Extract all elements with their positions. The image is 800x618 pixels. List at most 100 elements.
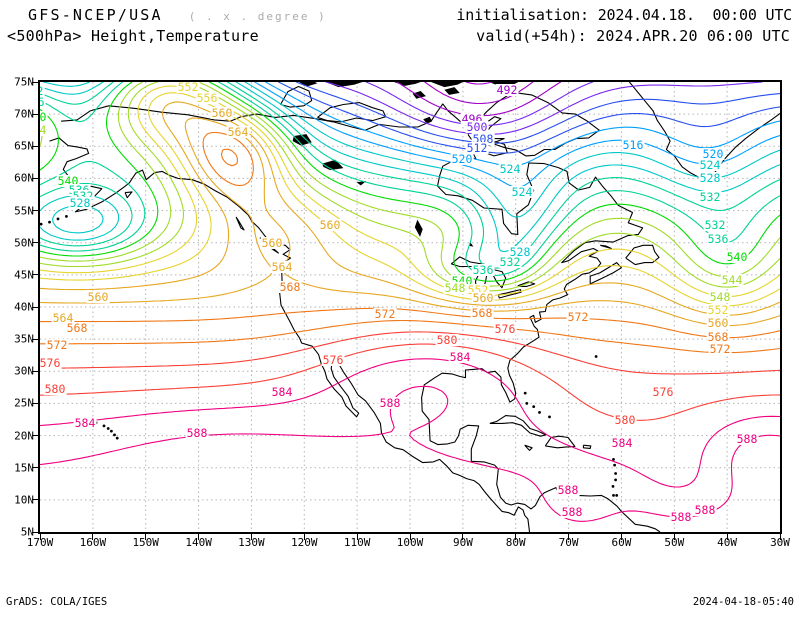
contour-label: 520 bbox=[701, 147, 725, 161]
contour-label: 536 bbox=[706, 232, 730, 246]
contour-label: 524 bbox=[510, 185, 534, 199]
lat-tick-label: 65N bbox=[14, 139, 34, 153]
lat-tick-label: 45N bbox=[14, 268, 34, 282]
graticule bbox=[40, 82, 780, 532]
contour-label: 572 bbox=[373, 307, 397, 321]
contour-label: 576 bbox=[321, 353, 345, 367]
contour-label: 572 bbox=[708, 342, 732, 356]
lon-tick-label: 70W bbox=[558, 536, 579, 549]
resolution-note: ( . x . degree ) bbox=[188, 10, 327, 23]
render-timestamp: 2024-04-18-05:40 bbox=[692, 596, 794, 608]
lat-tick-label: 35N bbox=[14, 332, 34, 346]
contour-map-canvas bbox=[40, 82, 780, 532]
contour-label: 568 bbox=[65, 321, 89, 335]
contour-label: 588 bbox=[735, 432, 759, 446]
contour-label: 536 bbox=[40, 96, 46, 108]
contour-label: 516 bbox=[621, 138, 645, 152]
contour-label: 536 bbox=[471, 263, 495, 277]
contour-label: 584 bbox=[448, 350, 472, 364]
contour-label: 576 bbox=[40, 356, 62, 370]
contour-label: 568 bbox=[278, 280, 302, 294]
contour-label: 564 bbox=[270, 260, 294, 274]
contour-label: 548 bbox=[443, 281, 467, 295]
contour-label: 588 bbox=[693, 503, 717, 517]
lat-tick-label: 20N bbox=[14, 429, 34, 443]
contour-label: 560 bbox=[210, 106, 234, 120]
lat-tick-label: 75N bbox=[14, 75, 34, 89]
lon-tick-label: 40W bbox=[717, 536, 738, 549]
contour-label: 560 bbox=[706, 316, 730, 330]
lon-tick-label: 130W bbox=[238, 536, 265, 549]
contour-label: 568 bbox=[706, 330, 730, 344]
lon-tick-label: 170W bbox=[26, 536, 54, 549]
lat-tick-label: 70N bbox=[14, 107, 34, 121]
lon-tick-label: 100W bbox=[396, 536, 424, 549]
model-title: GFS-NCEP/USA bbox=[28, 6, 163, 24]
contour-label: 560 bbox=[86, 290, 110, 304]
contour-label: 512 bbox=[465, 141, 489, 155]
lat-tick-label: 10N bbox=[14, 493, 34, 507]
contour-label: 524 bbox=[698, 158, 722, 172]
lat-tick-label: 50N bbox=[14, 236, 34, 250]
header-left-line1: GFS-NCEP/USA ( . x . degree ) bbox=[28, 6, 327, 24]
contour-label: 564 bbox=[51, 311, 75, 325]
lon-tick-label: 110W bbox=[343, 536, 371, 549]
contour-label: 588 bbox=[185, 426, 209, 440]
lat-tick-label: 15N bbox=[14, 461, 34, 475]
contour-label: 572 bbox=[45, 338, 69, 352]
lon-tick-label: 80W bbox=[505, 536, 526, 549]
contour-label: 528 bbox=[698, 171, 722, 185]
contour-label: 544 bbox=[720, 273, 744, 287]
contour-label: 584 bbox=[270, 385, 294, 399]
contour-label: 520 bbox=[450, 152, 474, 166]
contour-label: 556 bbox=[195, 91, 219, 105]
contour-label: 532 bbox=[703, 218, 727, 232]
contour-label: 540 bbox=[725, 250, 749, 264]
contour-label: 532 bbox=[698, 190, 722, 204]
contour-label: 588 bbox=[556, 483, 580, 497]
contour-label: 576 bbox=[493, 322, 517, 336]
contour-label: 560 bbox=[260, 236, 284, 250]
map-plot-area: 5525565605645325365405445405365325285605… bbox=[40, 82, 780, 532]
contour-label: 552 bbox=[706, 303, 730, 317]
contour-label: 588 bbox=[560, 505, 584, 519]
contour-label: 528 bbox=[508, 245, 532, 259]
field-title: <500hPa> Height,Temperature bbox=[7, 27, 259, 45]
small-islands bbox=[40, 215, 619, 497]
height-contours bbox=[40, 82, 780, 522]
contour-label: 560 bbox=[471, 291, 495, 305]
contour-label: 544 bbox=[40, 124, 48, 136]
lat-tick-label: 40N bbox=[14, 300, 34, 314]
lat-tick-label: 5N bbox=[20, 525, 34, 539]
contour-label: 568 bbox=[470, 306, 494, 320]
contour-label: 528 bbox=[68, 196, 92, 210]
contour-label: 580 bbox=[613, 413, 637, 427]
contour-label: 560 bbox=[318, 218, 342, 232]
lon-tick-label: 60W bbox=[611, 536, 632, 549]
contour-label: 532 bbox=[40, 85, 45, 97]
lon-tick-label: 50W bbox=[664, 536, 685, 549]
contour-label: 584 bbox=[610, 436, 634, 450]
lon-tick-label: 150W bbox=[132, 536, 159, 549]
contour-label: 576 bbox=[651, 385, 675, 399]
contour-label: 540 bbox=[40, 111, 48, 123]
contour-label: 564 bbox=[226, 125, 250, 139]
islands-and-lakes bbox=[292, 82, 519, 247]
contour-label: 584 bbox=[73, 416, 97, 430]
lon-tick-label: 140W bbox=[185, 536, 212, 549]
grads-credit: GrADS: COLA/IGES bbox=[6, 596, 108, 608]
init-time-label: initialisation: 2024.04.18. 00:00 UTC bbox=[456, 6, 792, 24]
contour-label: 580 bbox=[435, 333, 459, 347]
lat-tick-label: 25N bbox=[14, 396, 34, 410]
lat-tick-label: 60N bbox=[14, 171, 34, 185]
lon-tick-label: 30W bbox=[770, 536, 790, 549]
contour-label: 532 bbox=[498, 255, 522, 269]
lon-tick-label: 160W bbox=[79, 536, 107, 549]
lat-tick-label: 55N bbox=[14, 204, 34, 218]
coastline bbox=[49, 82, 780, 532]
contour-label: 500 bbox=[465, 120, 489, 134]
contour-label: 492 bbox=[495, 83, 519, 97]
contour-label: 588 bbox=[669, 510, 693, 524]
contour-label: 580 bbox=[43, 382, 67, 396]
